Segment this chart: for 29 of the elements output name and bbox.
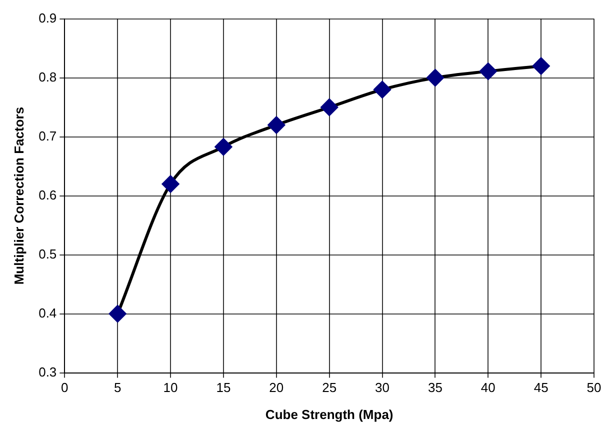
x-axis-title: Cube Strength (Mpa): [265, 406, 394, 422]
x-tick-label: 35: [428, 380, 442, 396]
x-tick-label: 50: [586, 380, 602, 396]
y-tick-label: 0.5: [38, 246, 57, 262]
point: [374, 81, 391, 98]
y-tick-label: 0.9: [38, 10, 57, 26]
point: [268, 116, 285, 134]
point: [426, 69, 444, 86]
y-tick-label: 0.6: [38, 187, 57, 202]
point: [214, 138, 232, 156]
x-tick-label: 25: [322, 380, 337, 396]
y-tick-label: 0.4: [38, 305, 57, 320]
x-tick-label: 5: [114, 380, 122, 396]
point: [109, 305, 126, 322]
point: [532, 58, 550, 74]
y-tick-label: 0.7: [38, 128, 57, 144]
point: [162, 176, 180, 192]
x-tick-label: 45: [534, 380, 548, 396]
y-tick-label: 0.8: [38, 69, 57, 84]
y-tick-label: 0.3: [38, 364, 57, 380]
x-tick-label: 20: [269, 380, 284, 396]
point: [320, 98, 338, 116]
x-tick-label: 30: [375, 380, 390, 396]
x-tick-label: 40: [480, 380, 496, 396]
point: [480, 62, 497, 80]
x-tick-label: 15: [216, 380, 231, 396]
x-tick-label: 10: [163, 380, 178, 396]
y-axis-title: Multiplier Correction Factors: [11, 106, 26, 285]
x-tick-label: 0: [61, 380, 68, 396]
